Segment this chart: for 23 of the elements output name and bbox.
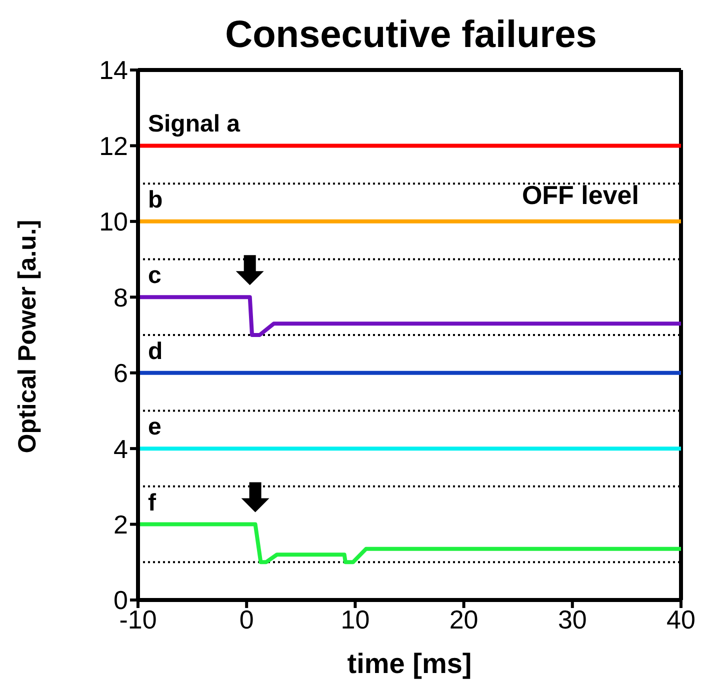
series-label: b — [148, 186, 163, 214]
y-tick-label: 14 — [99, 55, 128, 86]
series-label: Signal a — [148, 110, 241, 138]
y-tick-label: 4 — [114, 434, 128, 464]
chart-title: Consecutive failures — [224, 14, 598, 57]
ref-line-label: OFF level — [522, 180, 639, 210]
x-tick-label: 30 — [558, 604, 587, 634]
line-series — [138, 522, 681, 564]
series-label: f — [148, 489, 157, 516]
y-tick-label: 2 — [114, 510, 128, 540]
x-tick-label: 40 — [666, 604, 696, 634]
series-label: d — [148, 338, 163, 365]
y-axis-title: Optical Power [a.u.] — [14, 218, 42, 456]
x-tick-label: 10 — [340, 604, 370, 634]
x-tick-label: 0 — [239, 604, 254, 634]
series-label: c — [148, 262, 162, 290]
y-tick-label: 8 — [114, 282, 128, 312]
x-tick-label: 20 — [449, 604, 478, 634]
y-tick-label: 10 — [99, 206, 128, 237]
x-axis-title: time [ms] — [346, 648, 473, 680]
y-tick-label: 12 — [99, 130, 128, 161]
y-tick-label: 6 — [114, 358, 128, 388]
series-label: e — [148, 414, 162, 441]
